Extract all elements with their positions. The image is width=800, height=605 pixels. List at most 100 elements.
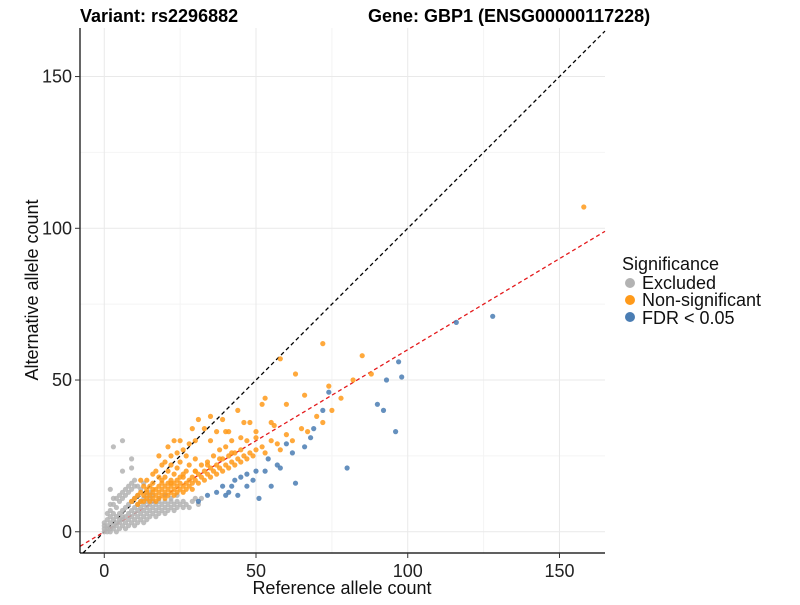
point-fdr-0-05 <box>268 483 274 489</box>
point-non-significant <box>223 444 229 450</box>
point-non-significant <box>268 438 274 444</box>
point-fdr-0-05 <box>344 465 350 471</box>
point-non-significant <box>177 459 183 465</box>
point-fdr-0-05 <box>326 389 332 395</box>
point-excluded <box>116 492 123 498</box>
point-fdr-0-05 <box>302 444 308 450</box>
legend-item-non-significant: Non-significant <box>625 290 761 310</box>
point-non-significant <box>226 465 232 471</box>
point-excluded <box>186 504 192 511</box>
point-fdr-0-05 <box>265 456 271 462</box>
point-non-significant <box>326 383 332 389</box>
point-excluded <box>110 495 116 501</box>
point-non-significant <box>262 450 268 456</box>
point-non-significant <box>581 204 587 210</box>
point-excluded <box>129 465 135 471</box>
point-fdr-0-05 <box>256 495 262 501</box>
point-non-significant <box>283 432 289 438</box>
point-non-significant <box>283 401 289 407</box>
point-non-significant <box>201 426 207 432</box>
point-non-significant <box>253 435 259 441</box>
point-non-significant <box>195 416 201 423</box>
point-non-significant <box>217 447 223 453</box>
chart-title-variant: Variant: rs2296882 <box>80 6 238 26</box>
point-fdr-0-05 <box>229 483 235 489</box>
point-excluded <box>107 501 113 507</box>
y-tick-label: 150 <box>42 67 72 87</box>
point-non-significant <box>368 371 374 377</box>
point-non-significant <box>305 429 311 435</box>
point-non-significant <box>235 407 241 413</box>
point-fdr-0-05 <box>204 492 211 498</box>
point-fdr-0-05 <box>490 313 496 319</box>
legend-title: Significance <box>622 254 719 274</box>
point-non-significant <box>259 444 265 450</box>
point-non-significant <box>195 480 201 486</box>
point-fdr-0-05 <box>396 359 402 365</box>
point-non-significant <box>168 480 174 486</box>
point-non-significant <box>150 471 156 477</box>
point-non-significant <box>159 477 165 483</box>
point-fdr-0-05 <box>195 498 201 504</box>
chart-title-gene: Gene: GBP1 (ENSG00000117228) <box>368 6 650 26</box>
point-non-significant <box>217 456 223 462</box>
y-tick-label: 0 <box>62 522 72 542</box>
point-fdr-0-05 <box>399 374 405 380</box>
point-fdr-0-05 <box>453 319 459 325</box>
point-non-significant <box>207 413 214 419</box>
point-non-significant <box>168 453 174 459</box>
legend-label-fdr: FDR < 0.05 <box>642 308 735 328</box>
point-non-significant <box>241 419 247 426</box>
legend-swatch-fdr <box>625 312 635 322</box>
point-fdr-0-05 <box>223 492 229 498</box>
point-non-significant <box>244 438 250 444</box>
y-tick-label: 50 <box>52 370 72 390</box>
point-non-significant <box>350 377 356 383</box>
point-fdr-0-05 <box>311 426 317 432</box>
point-excluded <box>119 438 126 444</box>
point-non-significant <box>174 465 180 471</box>
point-non-significant <box>171 438 177 444</box>
point-fdr-0-05 <box>238 474 244 480</box>
y-axis-title: Alternative allele count <box>22 199 42 380</box>
y-tick-label: 100 <box>42 218 72 238</box>
axis-ticks: 0 50 100 150 0 50 100 150 <box>42 67 575 581</box>
legend-item-fdr: FDR < 0.05 <box>625 308 735 328</box>
x-tick-label: 100 <box>393 561 423 581</box>
point-non-significant <box>144 489 150 495</box>
point-non-significant <box>192 468 198 474</box>
point-non-significant <box>302 392 308 398</box>
point-non-significant <box>220 416 226 423</box>
point-non-significant <box>201 477 207 483</box>
point-non-significant <box>250 453 256 459</box>
point-non-significant <box>180 447 186 453</box>
point-non-significant <box>232 462 238 468</box>
point-non-significant <box>274 441 280 447</box>
point-non-significant <box>159 462 165 468</box>
point-non-significant <box>262 395 268 401</box>
x-tick-label: 50 <box>246 561 266 581</box>
point-non-significant <box>229 438 235 444</box>
point-non-significant <box>189 486 195 492</box>
legend-label-excluded: Excluded <box>642 273 716 293</box>
point-fdr-0-05 <box>283 441 289 447</box>
point-fdr-0-05 <box>250 477 256 483</box>
point-fdr-0-05 <box>244 471 250 477</box>
point-non-significant <box>247 419 253 426</box>
point-fdr-0-05 <box>214 489 220 495</box>
point-fdr-0-05 <box>220 483 226 489</box>
point-non-significant <box>238 459 244 465</box>
point-non-significant <box>189 426 195 432</box>
point-non-significant <box>277 447 283 453</box>
data-points <box>101 204 587 535</box>
legend-item-excluded: Excluded <box>625 273 716 293</box>
point-fdr-0-05 <box>235 492 241 498</box>
x-tick-label: 0 <box>99 561 109 581</box>
point-non-significant <box>214 429 220 435</box>
point-non-significant <box>150 486 156 492</box>
point-non-significant <box>289 438 295 444</box>
grid-lines <box>80 28 605 553</box>
point-non-significant <box>141 483 147 489</box>
point-fdr-0-05 <box>308 435 314 441</box>
